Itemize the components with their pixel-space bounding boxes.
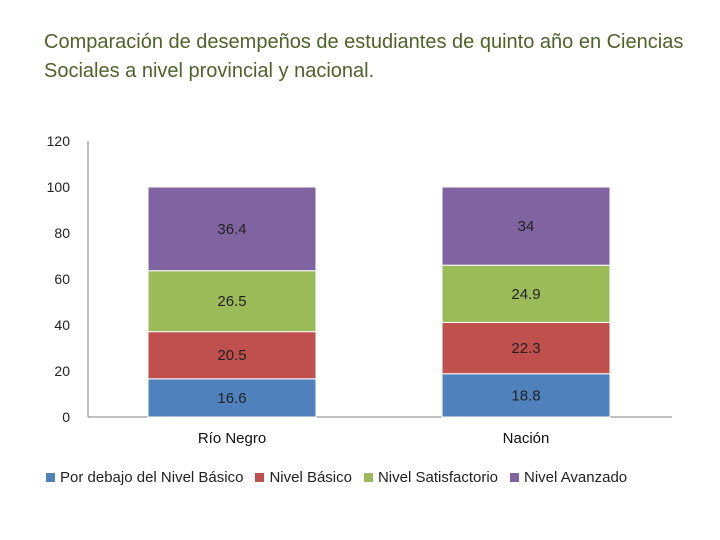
bar-segment — [147, 186, 317, 272]
chart-plot: 0 20 40 60 80 100 120 Río Negro Nación 16.6 20.5 2… — [47, 133, 672, 447]
legend-swatch — [46, 473, 55, 482]
legend-label: Nivel Satisfactorio — [377, 469, 499, 486]
legend-label: Nivel Básico — [269, 469, 352, 486]
bar-segment — [441, 373, 611, 418]
bar-segment — [441, 264, 611, 323]
legend-item: Por debajo del Nivel Básico — [46, 469, 243, 486]
y-tick-label: 120 — [47, 133, 71, 149]
bars — [147, 186, 611, 418]
legend-item: Nivel Básico — [255, 469, 352, 486]
x-category-label: Río Negro — [198, 430, 266, 447]
y-tick-label: 60 — [54, 271, 70, 287]
legend-label: Por debajo del Nivel Básico — [60, 469, 244, 486]
data-labels: 16.6 20.5 26.5 36.4 18.8 22.3 24.9 34 — [217, 218, 540, 407]
bar-value-label: 34 — [518, 218, 535, 235]
legend-item: Nivel Satisfactorio — [363, 469, 499, 486]
bar-value-label: 24.9 — [511, 286, 540, 303]
bar-value-label: 16.6 — [217, 390, 246, 407]
bar-segment — [147, 331, 317, 380]
bar-segment — [441, 186, 611, 266]
y-tick-label: 40 — [54, 317, 70, 333]
legend-swatch — [510, 473, 520, 482]
chart-title: Comparación de desempeños de estudiantes… — [44, 31, 684, 82]
bar-segment — [147, 270, 317, 333]
legend-swatch — [255, 473, 265, 482]
bar-value-label: 36.4 — [217, 221, 246, 238]
x-category-label: Nación — [503, 430, 550, 447]
y-tick-label: 100 — [47, 179, 71, 195]
legend: Por debajo del Nivel Básico Nivel Básico N… — [46, 469, 706, 486]
legend-item: Nivel Avanzado — [510, 469, 627, 486]
y-tick-label: 80 — [54, 225, 70, 241]
bar-segment — [441, 321, 611, 375]
bar-value-label: 26.5 — [217, 293, 246, 310]
bar-value-label: 22.3 — [511, 340, 540, 357]
legend-swatch — [363, 473, 373, 482]
y-tick-label: 20 — [54, 363, 70, 379]
y-tick-label: 0 — [62, 409, 70, 425]
legend-label: Nivel Avanzado — [524, 469, 628, 486]
bar-value-label: 20.5 — [217, 347, 246, 364]
bar-value-label: 18.8 — [511, 387, 540, 404]
